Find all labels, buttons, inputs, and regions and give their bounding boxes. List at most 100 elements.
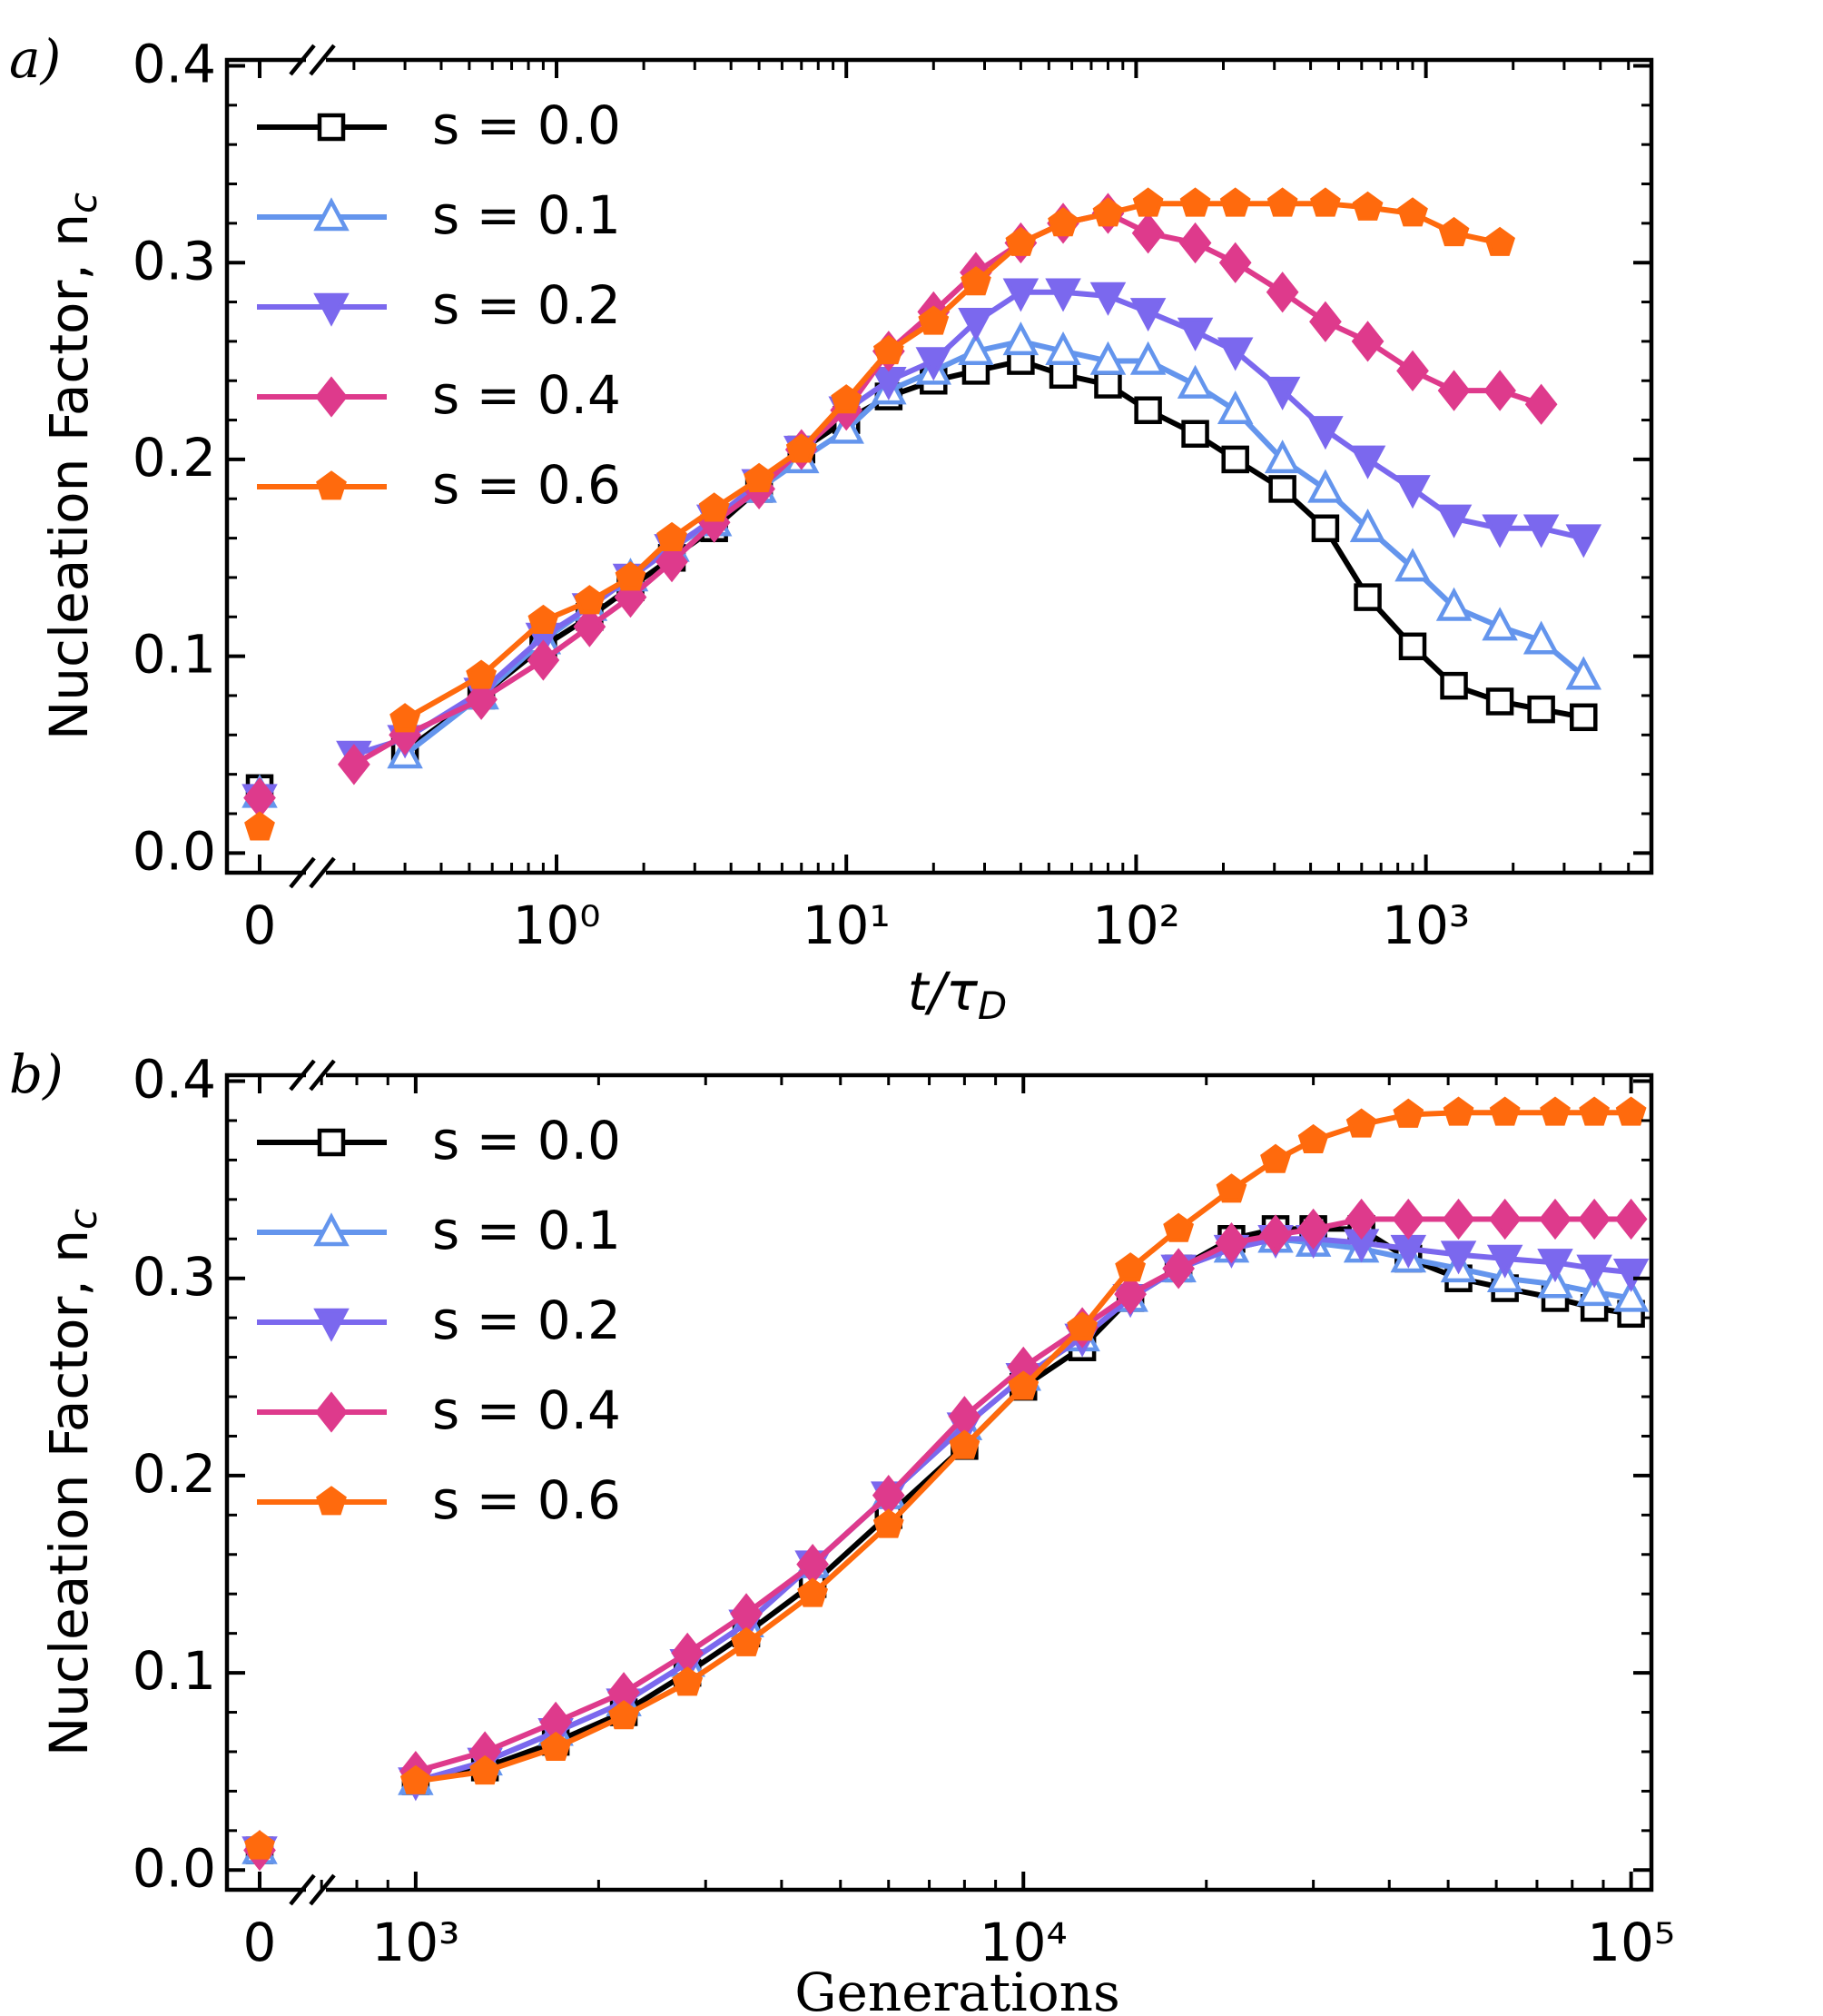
marker bbox=[918, 305, 950, 335]
marker bbox=[1345, 1198, 1378, 1240]
marker bbox=[1307, 469, 1344, 503]
marker bbox=[1397, 197, 1428, 227]
marker bbox=[1067, 1311, 1099, 1341]
marker bbox=[1437, 370, 1471, 411]
y-tick-label: 0.3 bbox=[133, 230, 216, 292]
marker bbox=[744, 462, 775, 492]
marker bbox=[1296, 1208, 1330, 1250]
marker bbox=[1354, 583, 1382, 611]
marker bbox=[1115, 1252, 1147, 1282]
marker bbox=[1352, 191, 1384, 221]
marker bbox=[1612, 1258, 1650, 1292]
marker bbox=[1579, 1096, 1611, 1126]
marker bbox=[1297, 1123, 1329, 1154]
marker bbox=[1398, 632, 1427, 661]
marker bbox=[1394, 475, 1431, 509]
marker bbox=[1394, 548, 1431, 582]
marker bbox=[1565, 524, 1602, 558]
marker bbox=[958, 331, 994, 365]
marker bbox=[698, 492, 730, 522]
plot-frame bbox=[224, 57, 1654, 875]
marker bbox=[1049, 361, 1078, 389]
marker bbox=[1089, 341, 1127, 375]
marker bbox=[573, 606, 606, 647]
marker bbox=[1537, 1249, 1573, 1283]
marker bbox=[1045, 331, 1081, 365]
y-tick-label: 0.1 bbox=[133, 624, 216, 686]
marker bbox=[961, 266, 991, 296]
legend-label: s = 0.1 bbox=[432, 184, 621, 246]
marker bbox=[1177, 317, 1214, 351]
marker bbox=[1310, 187, 1341, 217]
marker bbox=[1576, 1254, 1612, 1289]
y-axis-label: Nucleation Factor, nc bbox=[38, 1209, 104, 1756]
marker bbox=[1264, 376, 1301, 410]
x-tick-label: 10⁰ bbox=[512, 894, 600, 956]
marker bbox=[958, 307, 994, 342]
y-tick-label: 0.4 bbox=[133, 34, 216, 95]
axis-break bbox=[289, 1873, 316, 1906]
marker bbox=[1438, 216, 1470, 247]
y-axis-label-sub: c bbox=[61, 193, 105, 213]
marker bbox=[316, 1486, 347, 1516]
marker bbox=[1488, 1198, 1522, 1240]
marker bbox=[785, 433, 817, 463]
x-tick-label: 10³ bbox=[1382, 894, 1470, 956]
marker bbox=[1484, 226, 1516, 256]
marker bbox=[1217, 390, 1254, 424]
marker bbox=[1089, 282, 1127, 316]
marker bbox=[872, 1508, 904, 1538]
marker bbox=[1349, 445, 1386, 479]
marker bbox=[469, 1754, 501, 1785]
marker bbox=[1489, 1096, 1521, 1126]
marker bbox=[399, 1764, 431, 1794]
marker bbox=[466, 659, 498, 689]
marker bbox=[1179, 187, 1211, 217]
marker bbox=[527, 639, 560, 681]
marker bbox=[244, 811, 275, 841]
marker bbox=[1094, 371, 1122, 399]
marker bbox=[1349, 508, 1386, 543]
marker bbox=[540, 1731, 572, 1762]
marker bbox=[1578, 1198, 1611, 1240]
marker bbox=[1392, 1198, 1425, 1240]
marker bbox=[527, 604, 559, 635]
legend-label: s = 0.0 bbox=[432, 1110, 621, 1171]
panel: 0.0 0.1 0.2 0.3 0.4 0 10³ 10⁴ 10⁵ b) Nucleation Fa… bbox=[9, 1043, 1675, 2016]
x-tick-label: 10³ bbox=[371, 1912, 459, 1973]
marker bbox=[1396, 350, 1429, 392]
marker bbox=[1345, 1108, 1377, 1138]
marker bbox=[915, 347, 952, 381]
marker bbox=[1048, 207, 1079, 237]
marker bbox=[1483, 370, 1516, 411]
marker bbox=[1435, 504, 1473, 539]
marker bbox=[1307, 416, 1344, 450]
marker bbox=[1539, 1198, 1572, 1240]
marker bbox=[1440, 1240, 1477, 1275]
y-tick-label: 0.2 bbox=[133, 1443, 216, 1505]
marker bbox=[1005, 226, 1037, 256]
marker bbox=[1540, 1096, 1571, 1126]
marker bbox=[1132, 187, 1164, 217]
marker bbox=[1524, 383, 1558, 425]
marker bbox=[1565, 656, 1602, 690]
marker bbox=[465, 678, 498, 720]
marker bbox=[1216, 1173, 1247, 1203]
marker bbox=[313, 197, 350, 232]
x-tick-label: 10¹ bbox=[803, 894, 891, 956]
marker bbox=[1264, 440, 1301, 474]
y-tick-label: 0.0 bbox=[133, 1837, 216, 1899]
marker bbox=[1002, 278, 1040, 312]
legend-label: s = 0.0 bbox=[432, 94, 621, 156]
marker bbox=[574, 585, 606, 615]
y-axis-label: Nucleation Factor, nc bbox=[38, 193, 104, 740]
marker bbox=[1092, 197, 1124, 227]
marker bbox=[1129, 341, 1167, 375]
legend-label: s = 0.4 bbox=[432, 1379, 621, 1441]
marker bbox=[1259, 1214, 1292, 1256]
marker bbox=[1181, 420, 1209, 448]
y-tick-label: 0.1 bbox=[133, 1640, 216, 1702]
marker bbox=[1442, 1198, 1475, 1240]
marker bbox=[1482, 607, 1518, 641]
y-axis-label-sub: c bbox=[61, 1209, 105, 1230]
